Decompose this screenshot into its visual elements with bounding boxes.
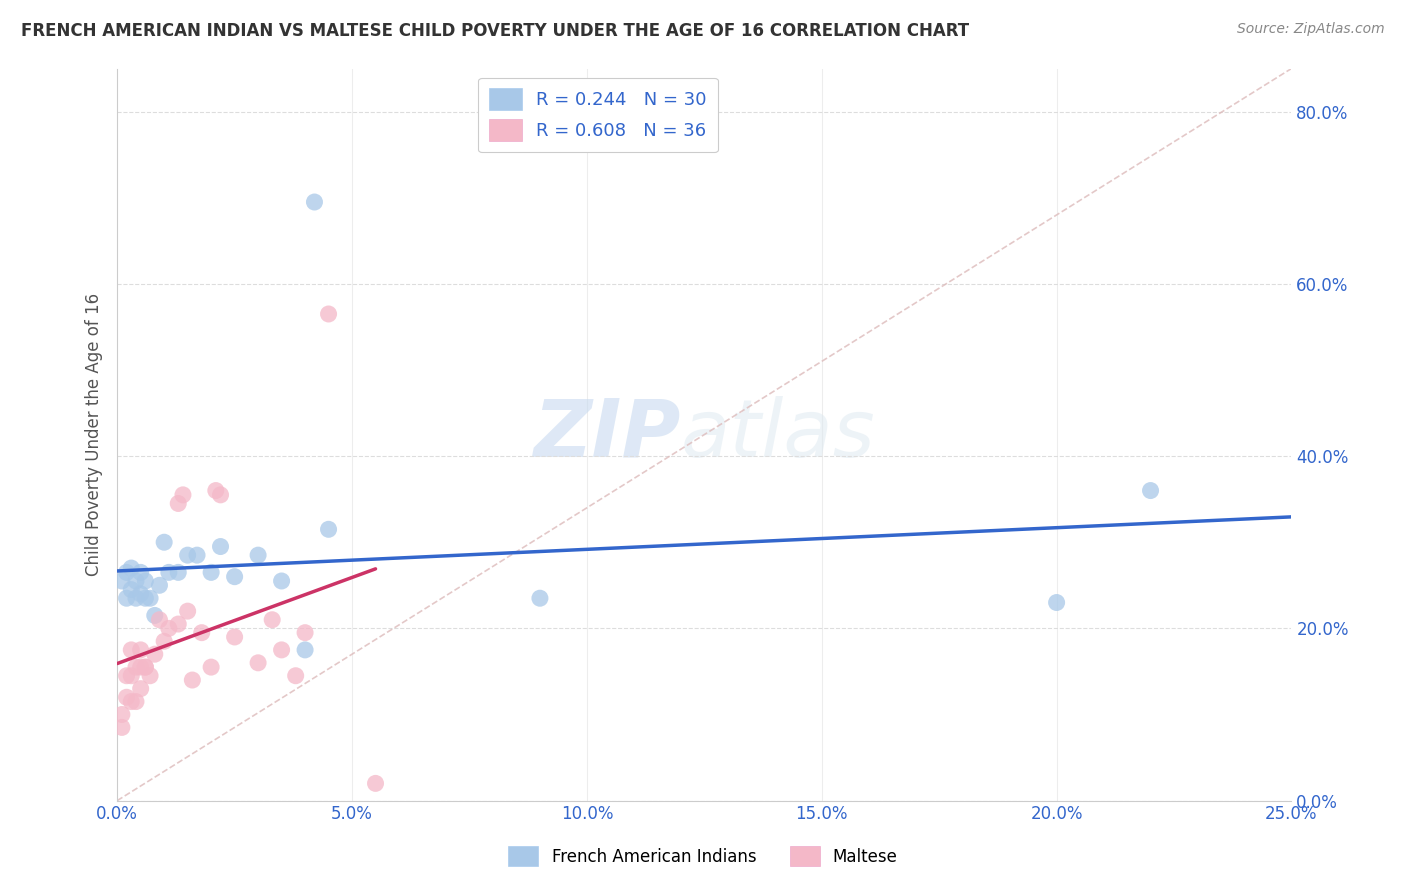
- Point: [205, 483, 228, 498]
- Point: [172, 488, 194, 502]
- Point: [139, 591, 162, 606]
- Point: [209, 540, 232, 554]
- Point: [157, 566, 180, 580]
- Point: [143, 608, 166, 623]
- Point: [134, 574, 156, 588]
- Point: [270, 643, 292, 657]
- Point: [224, 570, 246, 584]
- Point: [120, 669, 142, 683]
- Point: [262, 613, 284, 627]
- Legend: R = 0.244   N = 30, R = 0.608   N = 36: R = 0.244 N = 30, R = 0.608 N = 36: [478, 78, 717, 153]
- Point: [125, 591, 148, 606]
- Legend: French American Indians, Maltese: French American Indians, Maltese: [501, 838, 905, 875]
- Point: [176, 604, 198, 618]
- Point: [529, 591, 551, 606]
- Point: [120, 561, 142, 575]
- Point: [129, 587, 152, 601]
- Point: [129, 566, 152, 580]
- Point: [200, 660, 222, 674]
- Point: [167, 617, 190, 632]
- Point: [190, 625, 212, 640]
- Point: [139, 669, 162, 683]
- Text: atlas: atlas: [681, 395, 876, 474]
- Point: [318, 522, 340, 536]
- Point: [364, 776, 387, 790]
- Point: [148, 613, 170, 627]
- Point: [129, 681, 152, 696]
- Text: FRENCH AMERICAN INDIAN VS MALTESE CHILD POVERTY UNDER THE AGE OF 16 CORRELATION : FRENCH AMERICAN INDIAN VS MALTESE CHILD …: [21, 22, 969, 40]
- Point: [247, 656, 270, 670]
- Point: [111, 707, 134, 722]
- Point: [284, 669, 307, 683]
- Point: [1045, 595, 1067, 609]
- Text: ZIP: ZIP: [533, 395, 681, 474]
- Point: [134, 660, 156, 674]
- Point: [129, 643, 152, 657]
- Point: [115, 690, 138, 705]
- Point: [224, 630, 246, 644]
- Point: [115, 669, 138, 683]
- Point: [186, 548, 208, 562]
- Point: [129, 660, 152, 674]
- Point: [115, 566, 138, 580]
- Point: [294, 643, 316, 657]
- Point: [181, 673, 204, 687]
- Point: [304, 194, 326, 209]
- Point: [134, 660, 156, 674]
- Point: [125, 574, 148, 588]
- Point: [153, 535, 176, 549]
- Point: [167, 496, 190, 510]
- Point: [111, 720, 134, 734]
- Point: [111, 574, 134, 588]
- Point: [125, 695, 148, 709]
- Point: [318, 307, 340, 321]
- Point: [294, 625, 316, 640]
- Point: [247, 548, 270, 562]
- Y-axis label: Child Poverty Under the Age of 16: Child Poverty Under the Age of 16: [86, 293, 103, 576]
- Point: [120, 695, 142, 709]
- Point: [157, 621, 180, 635]
- Point: [270, 574, 292, 588]
- Point: [120, 643, 142, 657]
- Point: [167, 566, 190, 580]
- Point: [176, 548, 198, 562]
- Point: [209, 488, 232, 502]
- Point: [115, 591, 138, 606]
- Point: [143, 647, 166, 661]
- Point: [125, 660, 148, 674]
- Text: Source: ZipAtlas.com: Source: ZipAtlas.com: [1237, 22, 1385, 37]
- Point: [153, 634, 176, 648]
- Point: [148, 578, 170, 592]
- Point: [1139, 483, 1161, 498]
- Point: [200, 566, 222, 580]
- Point: [134, 591, 156, 606]
- Point: [120, 582, 142, 597]
